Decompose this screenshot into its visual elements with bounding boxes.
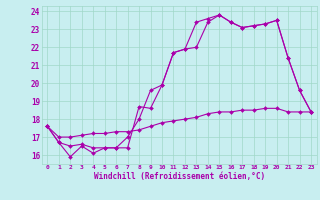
X-axis label: Windchill (Refroidissement éolien,°C): Windchill (Refroidissement éolien,°C): [94, 172, 265, 181]
